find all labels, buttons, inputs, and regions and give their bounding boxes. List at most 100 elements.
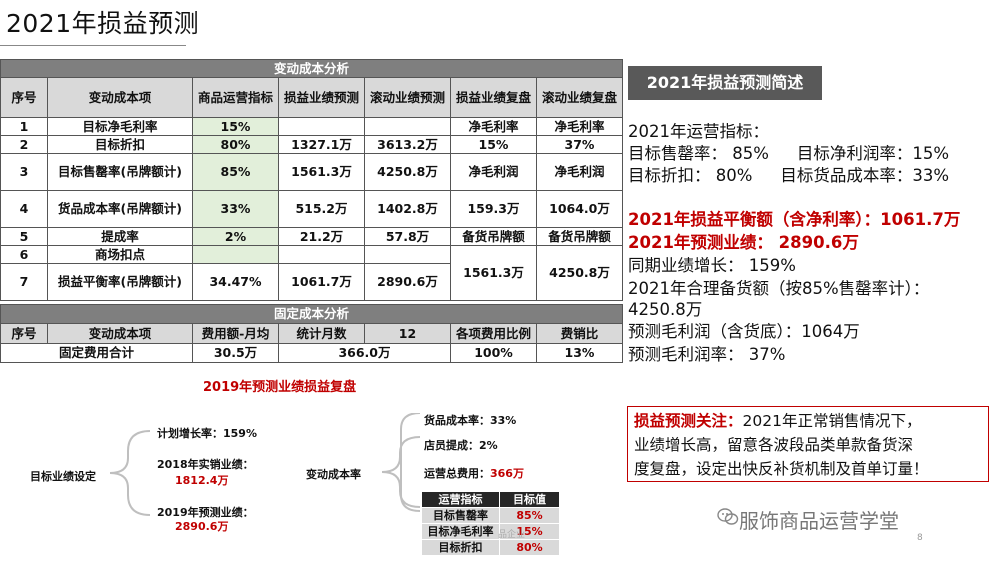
forecast-2019-label: 2019年预测业绩： [157,506,254,519]
header-cell: 序号 [0,77,48,118]
actual-2018-value: 1812.4万 [175,474,229,487]
discount-rate: 目标折扣： 80% [628,166,753,185]
cell: 1561.3万 [450,245,537,301]
table-row: 5 提成率 2% 21.2万 57.8万 备货吊牌额 备货吊牌额 [0,227,623,246]
cell: 损益平衡率(吊牌额计) [47,263,193,301]
forecast-line: 2021年预测业绩： 2890.6万 [628,233,859,252]
table-row: 目标折扣 80% [421,539,560,556]
table-row: 3 目标售罄率(吊牌额计) 85% 1561.3万 4250.8万 净毛利润 净… [0,153,623,191]
goods-cost-rate: 目标货品成本率：33% [780,166,950,185]
cell: 3 [0,153,48,191]
diagram-title: 2019年预测业绩损益复盘 [203,380,357,395]
gross-profit-line: 预测毛利润（含货底）：1064万 [628,322,860,341]
cell: 目标售罄率(吊牌额计) [47,153,193,191]
cell: 15% [499,523,560,540]
faint-overlay-text: 品企业 [498,530,526,540]
cell: 商场扣点 [47,245,193,264]
cell [278,117,365,136]
header-cell: 各项费用比例 [450,323,537,344]
cell: 固定费用合计 [0,343,193,363]
header-cell: 运营指标 [421,491,500,508]
watermark-text: 服饰商品运营学堂 [739,509,899,533]
cell: 提成率 [47,227,193,246]
header-cell: 变动成本项 [47,323,193,344]
header-cell: 滚动业绩预测 [364,77,451,118]
cell: 2% [192,227,279,246]
table-header-row: 序号 变动成本项 费用额-月均 统计月数 12 各项费用比例 费销比 [0,323,623,344]
ops-cost-value: 366万 [490,467,524,480]
table-header-row: 序号 变动成本项 商品运营指标 损益业绩预测 滚动业绩预测 损益业绩复盘 滚动业… [0,77,623,118]
title-divider [0,45,186,46]
target-root-label: 目标业绩设定 [30,470,96,483]
sell-through-rate: 目标售罄率： 85% [628,144,769,163]
ops-indicator-mini-table: 运营指标 目标值 目标售罄率 85% 目标净毛利率 15% 目标折扣 80% [421,491,560,556]
cell: 1561.3万 [278,153,365,191]
cell: 备货吊牌额 [450,227,537,246]
cell: 备货吊牌额 [536,227,623,246]
goods-cost-rate-label: 货品成本率：33% [424,414,517,427]
cell: 80% [192,135,279,154]
cell: 目标售罄率 [421,507,500,524]
header-cell: 损益业绩复盘 [450,77,537,118]
plan-growth: 计划增长率：159% [157,427,257,440]
forecast-2019-value: 2890.6万 [175,520,229,533]
cell: 1064.0万 [536,190,623,228]
cell [364,117,451,136]
left-bracket [109,430,151,516]
cell: 159.3万 [450,190,537,228]
cell: 净毛利润 [536,153,623,191]
cell: 80% [499,539,560,556]
cell: 目标折扣 [421,539,500,556]
focus-text: 业绩增长高，留意各波段品类单款备货深 [634,436,914,454]
breakeven-line: 2021年损益平衡额（含净利率）：1061.7万 [628,210,961,229]
cell: 34.47% [192,263,279,301]
cell: 目标净毛利率 [421,523,500,540]
cell: 1061.7万 [278,263,365,301]
cell: 85% [192,153,279,191]
cell: 30.5万 [192,343,279,363]
header-cell: 损益业绩预测 [278,77,365,118]
gross-margin-line: 预测毛利润率： 37% [628,345,786,364]
net-profit-rate: 目标净利润率：15% [796,144,950,163]
table-row: 目标售罄率 85% [421,507,560,524]
cell: 1 [0,117,48,136]
cell: 85% [499,507,560,524]
header-cell: 序号 [0,323,48,344]
cell: 净毛利率 [536,117,623,136]
fixed-cost-table: 固定成本分析 序号 变动成本项 费用额-月均 统计月数 12 各项费用比例 费销… [0,304,623,363]
table-row: 6 商场扣点 1561.3万 4250.8万 [0,245,623,301]
cell: 57.8万 [364,227,451,246]
header-cell: 12 [364,323,451,344]
header-cell: 滚动业绩复盘 [536,77,623,118]
cell: 100% [450,343,537,363]
cell: 1327.1万 [278,135,365,154]
cell: 货品成本率(吊牌额计) [47,190,193,228]
page-number: 8 [917,533,923,543]
focus-text: 2021年正常销售情况下， [742,412,922,430]
cell: 目标折扣 [47,135,193,154]
page-title: 2021年损益预测 [6,9,200,38]
cell: 目标净毛利率 [47,117,193,136]
variable-cost-table: 变动成本分析 序号 变动成本项 商品运营指标 损益业绩预测 滚动业绩预测 损益业… [0,59,623,301]
cell: 15% [192,117,279,136]
cell: 3613.2万 [364,135,451,154]
cell: 6 [0,245,48,264]
cell: 净毛利率 [450,117,537,136]
cell: 净毛利润 [450,153,537,191]
clerk-commission-label: 店员提成：2% [424,439,498,452]
header-cell: 商品运营指标 [192,77,279,118]
cell: 5 [0,227,48,246]
cell: 4250.8万 [536,245,623,301]
focus-label: 损益预测关注： [634,412,743,430]
variable-cost-root-label: 变动成本率 [306,468,361,481]
summary-line: 2021年运营指标： [628,122,769,141]
growth-line: 同期业绩增长： 159% [628,256,796,275]
cell: 1402.8万 [364,190,451,228]
table-row: 固定费用合计 30.5万 366.0万 100% 13% [0,343,623,363]
cell [278,245,365,264]
header-cell: 统计月数 [278,323,365,344]
table-row: 7 损益平衡率(吊牌额计) 34.47% 1061.7万 2890.6万 [0,263,623,301]
section-title: 固定成本分析 [0,304,623,324]
cell: 7 [0,263,48,301]
cell: 21.2万 [278,227,365,246]
